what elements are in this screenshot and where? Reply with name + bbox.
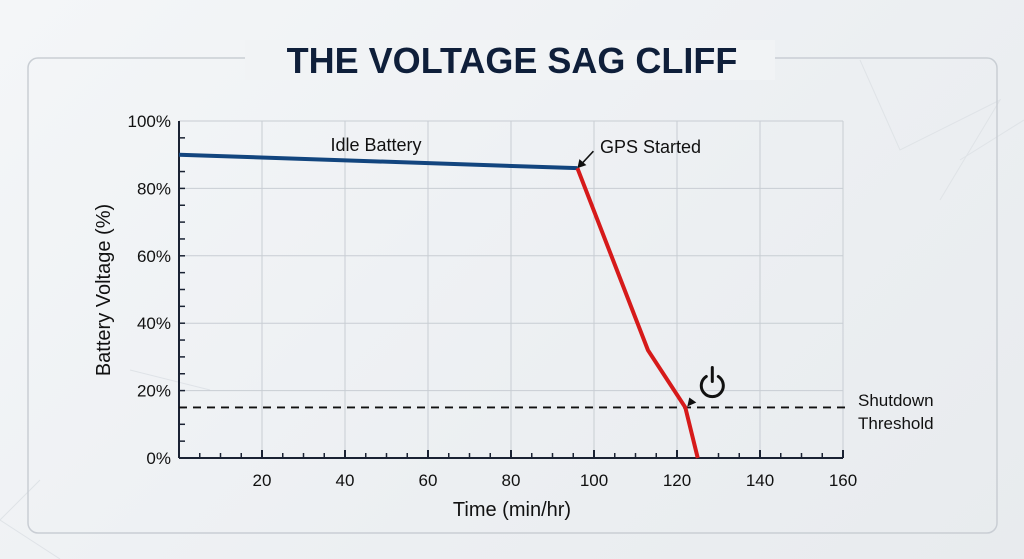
x-tick-label: 100 xyxy=(580,471,608,490)
x-tick-label: 80 xyxy=(502,471,521,490)
threshold-label-line1: Shutdown xyxy=(858,391,934,410)
y-tick-label: 60% xyxy=(137,247,171,266)
power-icon xyxy=(699,365,725,399)
title-backdrop xyxy=(245,40,775,80)
power-icon-arc xyxy=(699,374,725,399)
gps-arrow-head xyxy=(577,159,587,169)
x-tick-label: 160 xyxy=(829,471,857,490)
y-tick-label: 100% xyxy=(128,112,171,131)
y-tick-label: 80% xyxy=(137,179,171,198)
x-tick-label: 140 xyxy=(746,471,774,490)
x-tick-label: 20 xyxy=(253,471,272,490)
chart-title: THE VOLTAGE SAG CLIFF xyxy=(287,40,738,81)
axes: 20 40 60 80 100 120 140 160 0% 20% 40% 60% 80% 100% xyxy=(128,112,858,490)
grid xyxy=(179,120,844,459)
y-tick-label: 20% xyxy=(137,382,171,401)
shutdown-arrow-head xyxy=(687,397,697,407)
x-tick-label: 60 xyxy=(419,471,438,490)
series-lines xyxy=(178,150,725,459)
y-tick-label: 0% xyxy=(146,449,171,468)
x-tick-label: 120 xyxy=(663,471,691,490)
threshold-label-line2: Threshold xyxy=(858,414,934,433)
y-axis-label: Battery Voltage (%) xyxy=(93,204,115,376)
chart-frame xyxy=(27,57,998,534)
series-line-gps xyxy=(575,167,700,459)
background-decoration xyxy=(0,59,1024,559)
y-tick-label: 40% xyxy=(137,314,171,333)
series-line-idle xyxy=(178,152,578,171)
series-label-idle: Idle Battery xyxy=(330,135,421,155)
x-tick-label: 40 xyxy=(336,471,355,490)
gps-started-label: GPS Started xyxy=(600,137,701,157)
x-axis-label: Time (min/hr) xyxy=(453,499,571,521)
